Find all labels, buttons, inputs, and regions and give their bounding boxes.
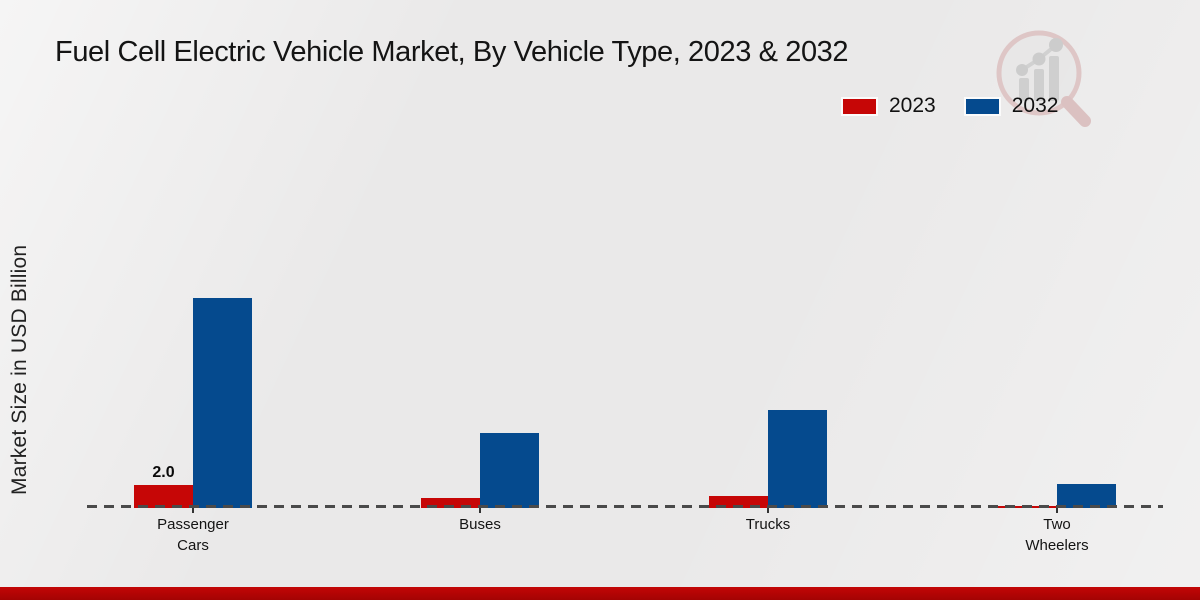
- legend-swatch-2032: [965, 98, 999, 114]
- category-label-trucks: Trucks: [745, 516, 791, 533]
- x-axis-tick-trucks: [767, 508, 769, 513]
- bar-2032-two-wheelers: [1057, 484, 1116, 508]
- bar-2032-trucks: [768, 410, 827, 508]
- legend-item-2023: 2023: [843, 94, 936, 118]
- bar-2032-buses: [480, 433, 539, 508]
- category-label-two-wheelers: Two Wheelers: [1025, 516, 1089, 554]
- bar-2023-passenger-cars: [134, 485, 193, 508]
- x-axis-tick-buses: [479, 508, 481, 513]
- footer-red-strip: [0, 587, 1200, 600]
- x-axis-tick-two-wheelers: [1056, 508, 1058, 513]
- x-axis-tick-passenger-cars: [192, 508, 194, 513]
- legend-swatch-2023: [843, 98, 876, 114]
- legend-label-2032: 2032: [1011, 94, 1059, 117]
- bar-2023-buses: [421, 498, 480, 508]
- bar-2032-passenger-cars: [193, 298, 252, 508]
- legend: 2023 2032: [843, 94, 1058, 118]
- legend-item-2032: 2032: [965, 94, 1059, 118]
- bar-value-label-2023-passenger-cars: 2.0: [152, 464, 175, 481]
- magnifier-barchart-logo-watermark: [996, 30, 1091, 127]
- category-label-passenger-cars: Passenger Cars: [157, 516, 229, 554]
- category-label-buses: Buses: [459, 516, 501, 533]
- x-axis-dashed-baseline: [87, 505, 1163, 508]
- chart-title: Fuel Cell Electric Vehicle Market, By Ve…: [55, 36, 849, 68]
- legend-label-2023: 2023: [889, 94, 936, 117]
